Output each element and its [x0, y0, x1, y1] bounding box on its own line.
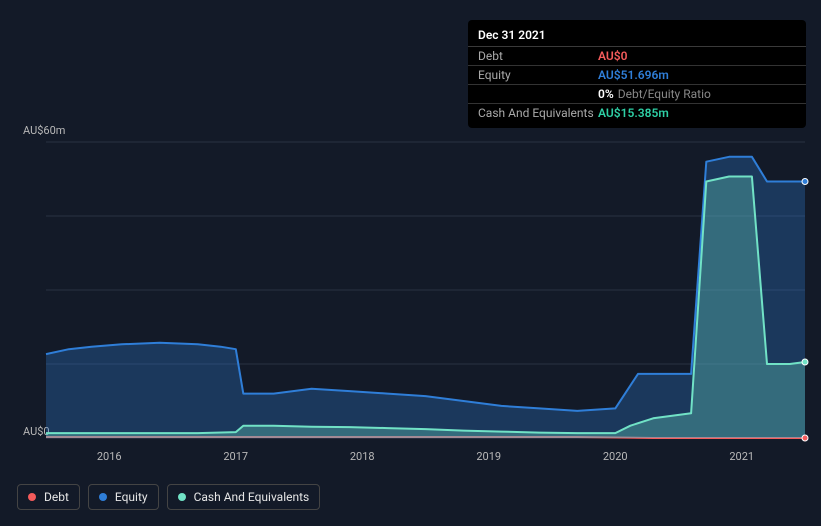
legend-item[interactable]: Debt: [17, 484, 80, 510]
legend-swatch: [178, 493, 186, 501]
dashboard-root: Dec 31 2021 DebtAU$0EquityAU$51.696m0%De…: [0, 0, 821, 526]
financial-chart[interactable]: [0, 0, 821, 526]
legend-item[interactable]: Cash And Equivalents: [167, 484, 321, 510]
x-axis-label: 2017: [173, 450, 300, 463]
series-marker: [802, 435, 808, 441]
x-axis-label: 2020: [552, 450, 679, 463]
legend-swatch: [99, 493, 107, 501]
legend-item[interactable]: Equity: [88, 484, 159, 510]
x-axis-label: 2016: [46, 450, 173, 463]
x-axis: 201620172018201920202021: [46, 450, 805, 463]
series-marker: [802, 359, 808, 365]
legend-label: Cash And Equivalents: [194, 490, 310, 504]
x-axis-label: 2018: [299, 450, 426, 463]
legend-label: Debt: [44, 490, 69, 504]
chart-legend: Debt Equity Cash And Equivalents: [17, 484, 320, 510]
x-axis-label: 2019: [426, 450, 553, 463]
x-axis-label: 2021: [679, 450, 806, 463]
series-marker: [802, 179, 808, 185]
legend-swatch: [28, 493, 36, 501]
legend-label: Equity: [115, 490, 148, 504]
